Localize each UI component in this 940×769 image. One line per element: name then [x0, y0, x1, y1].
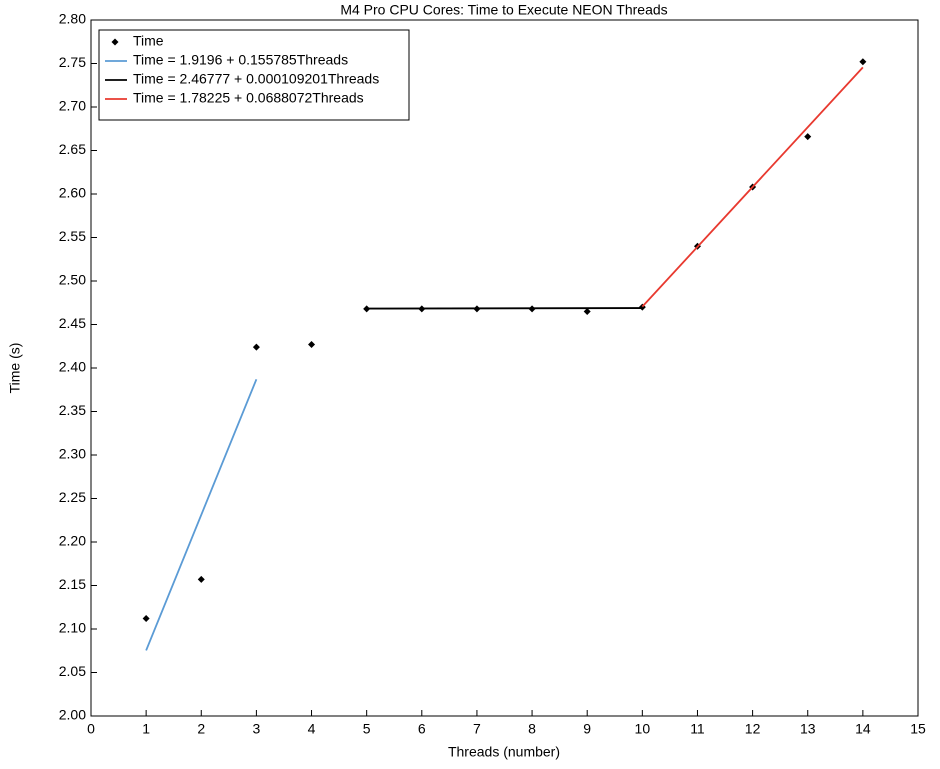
chart-title: M4 Pro CPU Cores: Time to Execute NEON T… [340, 2, 667, 18]
fit-line [366, 307, 643, 310]
legend-label: Time = 2.46777 + 0.000109201Threads [133, 71, 379, 87]
x-tick-label: 5 [363, 721, 371, 737]
y-tick-label: 2.70 [59, 98, 86, 114]
x-tick-label: 6 [418, 721, 426, 737]
x-tick-label: 1 [142, 721, 150, 737]
y-tick-label: 2.65 [59, 141, 86, 157]
y-tick-label: 2.25 [59, 489, 86, 505]
legend-label: Time = 1.9196 + 0.155785Threads [133, 52, 348, 68]
x-tick-label: 8 [528, 721, 536, 737]
y-tick-label: 2.80 [59, 11, 86, 27]
data-point [859, 58, 867, 66]
data-point [252, 343, 260, 351]
x-tick-label: 7 [473, 721, 481, 737]
plot-frame [90, 19, 919, 717]
y-tick-label: 2.10 [59, 620, 86, 636]
x-tick-label: 11 [690, 721, 705, 737]
data-point [363, 305, 371, 313]
x-tick-label: 13 [800, 721, 816, 737]
x-tick-label: 9 [583, 721, 591, 737]
x-tick-label: 10 [635, 721, 651, 737]
y-tick-label: 2.35 [59, 402, 86, 418]
data-point [197, 575, 205, 583]
x-tick-label: 4 [308, 721, 316, 737]
x-tick-label: 0 [87, 721, 95, 737]
x-axis-label: Threads (number) [448, 744, 560, 760]
legend-label: Time [133, 33, 164, 49]
data-point [583, 307, 591, 315]
legend-label: Time = 1.78225 + 0.0688072Threads [133, 90, 364, 106]
x-tick-label: 14 [855, 721, 871, 737]
y-tick-label: 2.30 [59, 446, 86, 462]
y-tick-label: 2.05 [59, 663, 86, 679]
y-tick-label: 2.50 [59, 272, 86, 288]
y-tick-label: 2.40 [59, 359, 86, 375]
data-point [142, 615, 150, 623]
data-point [804, 133, 812, 141]
x-tick-label: 12 [745, 721, 761, 737]
x-tick-label: 3 [253, 721, 261, 737]
y-tick-label: 2.55 [59, 228, 86, 244]
legend-marker [111, 38, 119, 46]
y-tick-label: 2.00 [59, 707, 86, 723]
y-tick-label: 2.75 [59, 54, 86, 70]
legend-box [98, 29, 410, 121]
y-tick-label: 2.15 [59, 576, 86, 592]
x-tick-label: 2 [197, 721, 205, 737]
data-point [308, 341, 316, 349]
y-tick-label: 2.20 [59, 533, 86, 549]
y-tick-label: 2.60 [59, 185, 86, 201]
y-tick-label: 2.45 [59, 315, 86, 331]
fit-line [145, 378, 258, 651]
y-axis-label: Time (s) [7, 343, 23, 394]
x-tick-label: 15 [910, 721, 926, 737]
fit-line [641, 66, 864, 308]
